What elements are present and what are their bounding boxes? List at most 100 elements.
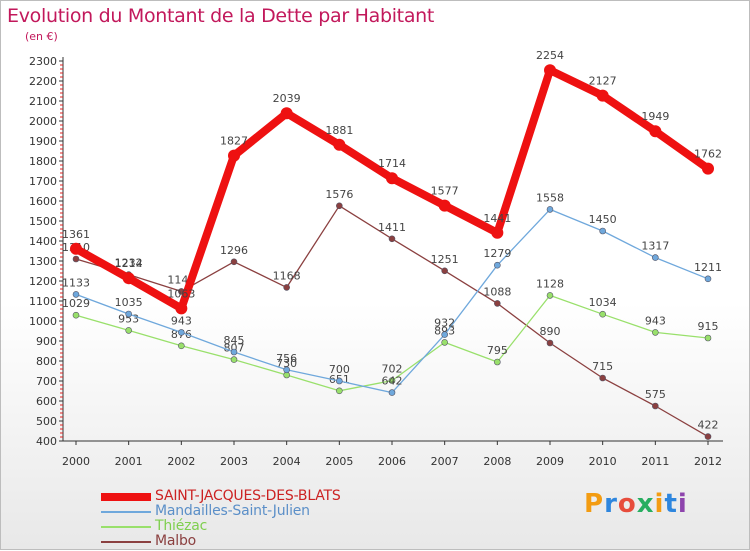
- data-label: 2039: [273, 92, 301, 105]
- y-tick-label: 2100: [29, 95, 57, 108]
- data-label: 1577: [431, 185, 459, 198]
- y-tick-label: 2300: [29, 55, 57, 68]
- data-label: 1576: [325, 188, 353, 201]
- data-point: [283, 366, 290, 374]
- data-label: 1450: [589, 213, 617, 226]
- data-point: [388, 377, 396, 384]
- data-label: 807: [224, 342, 245, 355]
- x-tick-label: 2010: [589, 455, 617, 468]
- y-tick-label: 1800: [29, 155, 57, 168]
- y-tick-label: 500: [36, 415, 57, 428]
- data-point: [228, 149, 240, 162]
- data-point: [652, 254, 659, 261]
- data-label: 642: [382, 375, 403, 388]
- brand-letter: r: [604, 489, 618, 519]
- data-label: 715: [592, 360, 613, 373]
- brand-letter: P: [584, 489, 605, 519]
- data-point: [441, 267, 448, 275]
- data-label: 702: [382, 363, 403, 376]
- data-label: 1949: [641, 110, 669, 123]
- data-label: 756: [276, 352, 297, 365]
- data-label: 1088: [483, 285, 511, 298]
- data-label: 1411: [378, 221, 406, 234]
- data-point: [72, 291, 80, 298]
- data-label: 1881: [325, 124, 353, 137]
- data-label: 1063: [167, 287, 195, 300]
- data-point: [438, 199, 451, 212]
- legend-swatch: [101, 526, 151, 528]
- data-label: 730: [276, 357, 297, 370]
- chart-title: Evolution du Montant de la Dette par Hab…: [7, 5, 435, 27]
- brand-letter: i: [654, 489, 665, 519]
- data-point: [230, 348, 238, 356]
- x-tick-label: 2002: [167, 455, 195, 468]
- data-point: [178, 329, 185, 336]
- legend-label: Thiézac: [155, 518, 208, 534]
- data-label: 932: [434, 317, 455, 330]
- y-tick-label: 1300: [29, 255, 57, 268]
- x-tick-label: 2006: [378, 455, 406, 468]
- data-point: [546, 292, 554, 299]
- data-label: 1558: [536, 191, 564, 204]
- legend-swatch: [101, 541, 151, 543]
- chart-subtitle: (en €): [25, 30, 58, 43]
- legend-label: SAINT-JACQUES-DES-BLATS: [155, 488, 341, 504]
- y-tick-label: 600: [36, 395, 57, 408]
- data-label: 1714: [378, 157, 406, 170]
- x-tick-label: 2008: [483, 455, 511, 468]
- data-point: [546, 206, 554, 213]
- data-point: [599, 310, 606, 318]
- data-label: 943: [171, 314, 192, 327]
- data-label: 845: [224, 334, 245, 347]
- data-label: 2254: [536, 49, 564, 62]
- data-point: [283, 284, 290, 291]
- x-tick-label: 2012: [694, 455, 722, 468]
- brand-letter: t: [664, 489, 678, 519]
- data-point: [280, 107, 293, 120]
- data-point: [652, 402, 659, 410]
- data-point: [388, 389, 396, 396]
- y-tick-label: 1100: [29, 295, 57, 308]
- data-point: [333, 138, 346, 151]
- data-label: 1251: [431, 253, 459, 266]
- y-tick-label: 1700: [29, 175, 57, 188]
- legend-label: Mandailles-Saint-Julien: [155, 503, 310, 519]
- x-tick-label: 2005: [325, 455, 353, 468]
- data-point: [441, 339, 448, 346]
- data-point: [544, 64, 556, 77]
- data-point: [336, 202, 343, 210]
- data-point: [175, 302, 188, 315]
- y-tick-label: 1000: [29, 315, 57, 328]
- data-point: [230, 258, 238, 266]
- data-point: [599, 227, 606, 235]
- x-tick-label: 2007: [431, 455, 459, 468]
- data-label: 1168: [273, 269, 301, 282]
- data-point: [599, 374, 606, 382]
- y-tick-label: 1200: [29, 275, 57, 288]
- x-tick-label: 2003: [220, 455, 248, 468]
- data-point: [546, 339, 554, 347]
- data-point: [336, 387, 343, 395]
- data-label: 1279: [483, 247, 511, 260]
- legend-label: Malbo: [155, 533, 197, 549]
- data-point: [336, 377, 343, 385]
- data-point: [125, 310, 132, 318]
- data-label: 890: [540, 325, 561, 338]
- y-tick-label: 900: [36, 335, 57, 348]
- data-label: 915: [698, 320, 719, 333]
- data-point: [72, 311, 80, 319]
- data-label: 575: [645, 388, 666, 401]
- data-point: [649, 125, 662, 138]
- data-label: 422: [698, 419, 719, 432]
- x-tick-label: 2000: [62, 455, 90, 468]
- data-point: [388, 235, 396, 243]
- data-label: 1128: [536, 277, 564, 290]
- data-label: 795: [487, 344, 508, 357]
- data-label: 2127: [589, 75, 617, 88]
- data-label: 1035: [115, 296, 143, 309]
- legend-swatch: [101, 511, 151, 513]
- data-point: [596, 89, 609, 102]
- brand-letter: o: [617, 489, 637, 519]
- y-tick-label: 400: [36, 435, 57, 448]
